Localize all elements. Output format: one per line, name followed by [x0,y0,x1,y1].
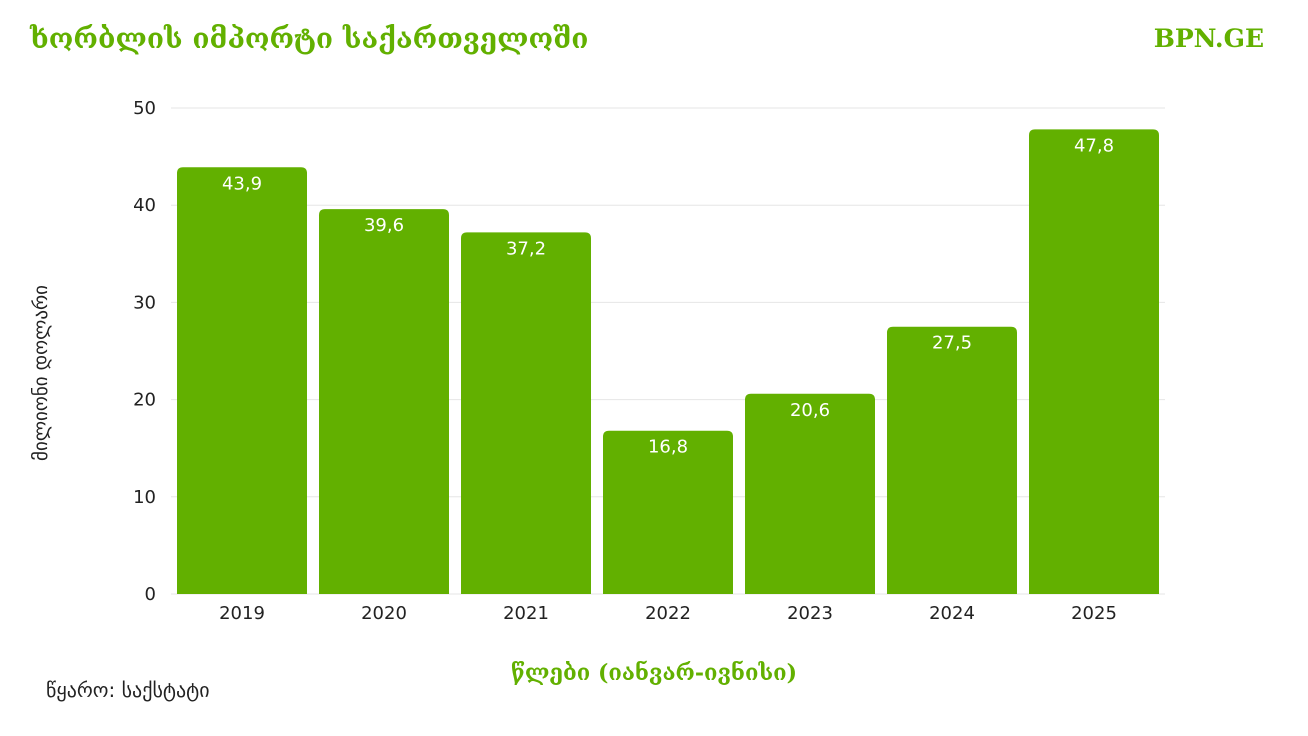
y-axis-ticks: 0 10 20 30 40 50 [133,98,156,605]
source-note: წყარო: საქსტატი [46,678,210,702]
x-tick-label: 2020 [361,603,407,624]
data-label-2019: 43,9 [222,173,262,194]
y-tick-label: 50 [133,98,156,119]
x-tick-label: 2024 [929,603,975,624]
chart-title: ხორბლის იმპორტი საქართველოში [30,22,589,55]
x-axis-categories: 2019 2020 2021 2022 2023 2024 2025 [219,603,1117,624]
data-label-2024: 27,5 [932,333,972,354]
y-axis-label: მილიონი დოლარი [30,285,52,461]
bar-2019 [177,167,307,595]
x-tick-label: 2019 [219,603,265,624]
data-labels: 43,9 39,6 37,2 16,8 20,6 27,5 47,8 [222,135,1114,457]
x-axis-label: წლები (იანვარ-ივნისი) [511,660,797,686]
y-tick-label: 20 [133,390,156,411]
data-label-2021: 37,2 [506,238,546,259]
data-label-2020: 39,6 [364,215,404,236]
x-tick-label: 2025 [1071,603,1117,624]
y-tick-label: 0 [145,584,156,605]
x-tick-label: 2022 [645,603,691,624]
x-tick-label: 2023 [787,603,833,624]
data-label-2023: 20,6 [790,400,830,421]
bar-2020 [319,209,449,594]
y-tick-label: 40 [133,195,156,216]
y-tick-label: 30 [133,292,156,313]
bar-2023 [745,393,875,594]
bar-2025 [1029,129,1159,594]
y-tick-label: 10 [133,487,156,508]
data-label-2022: 16,8 [648,437,688,458]
bar-2024 [887,326,1017,594]
x-tick-label: 2021 [503,603,549,624]
data-label-2025: 47,8 [1074,135,1114,156]
bars [177,129,1159,595]
bar-2021 [461,232,591,594]
bar-2022 [603,430,733,594]
brand-logo: BPN.GE [1153,24,1264,53]
